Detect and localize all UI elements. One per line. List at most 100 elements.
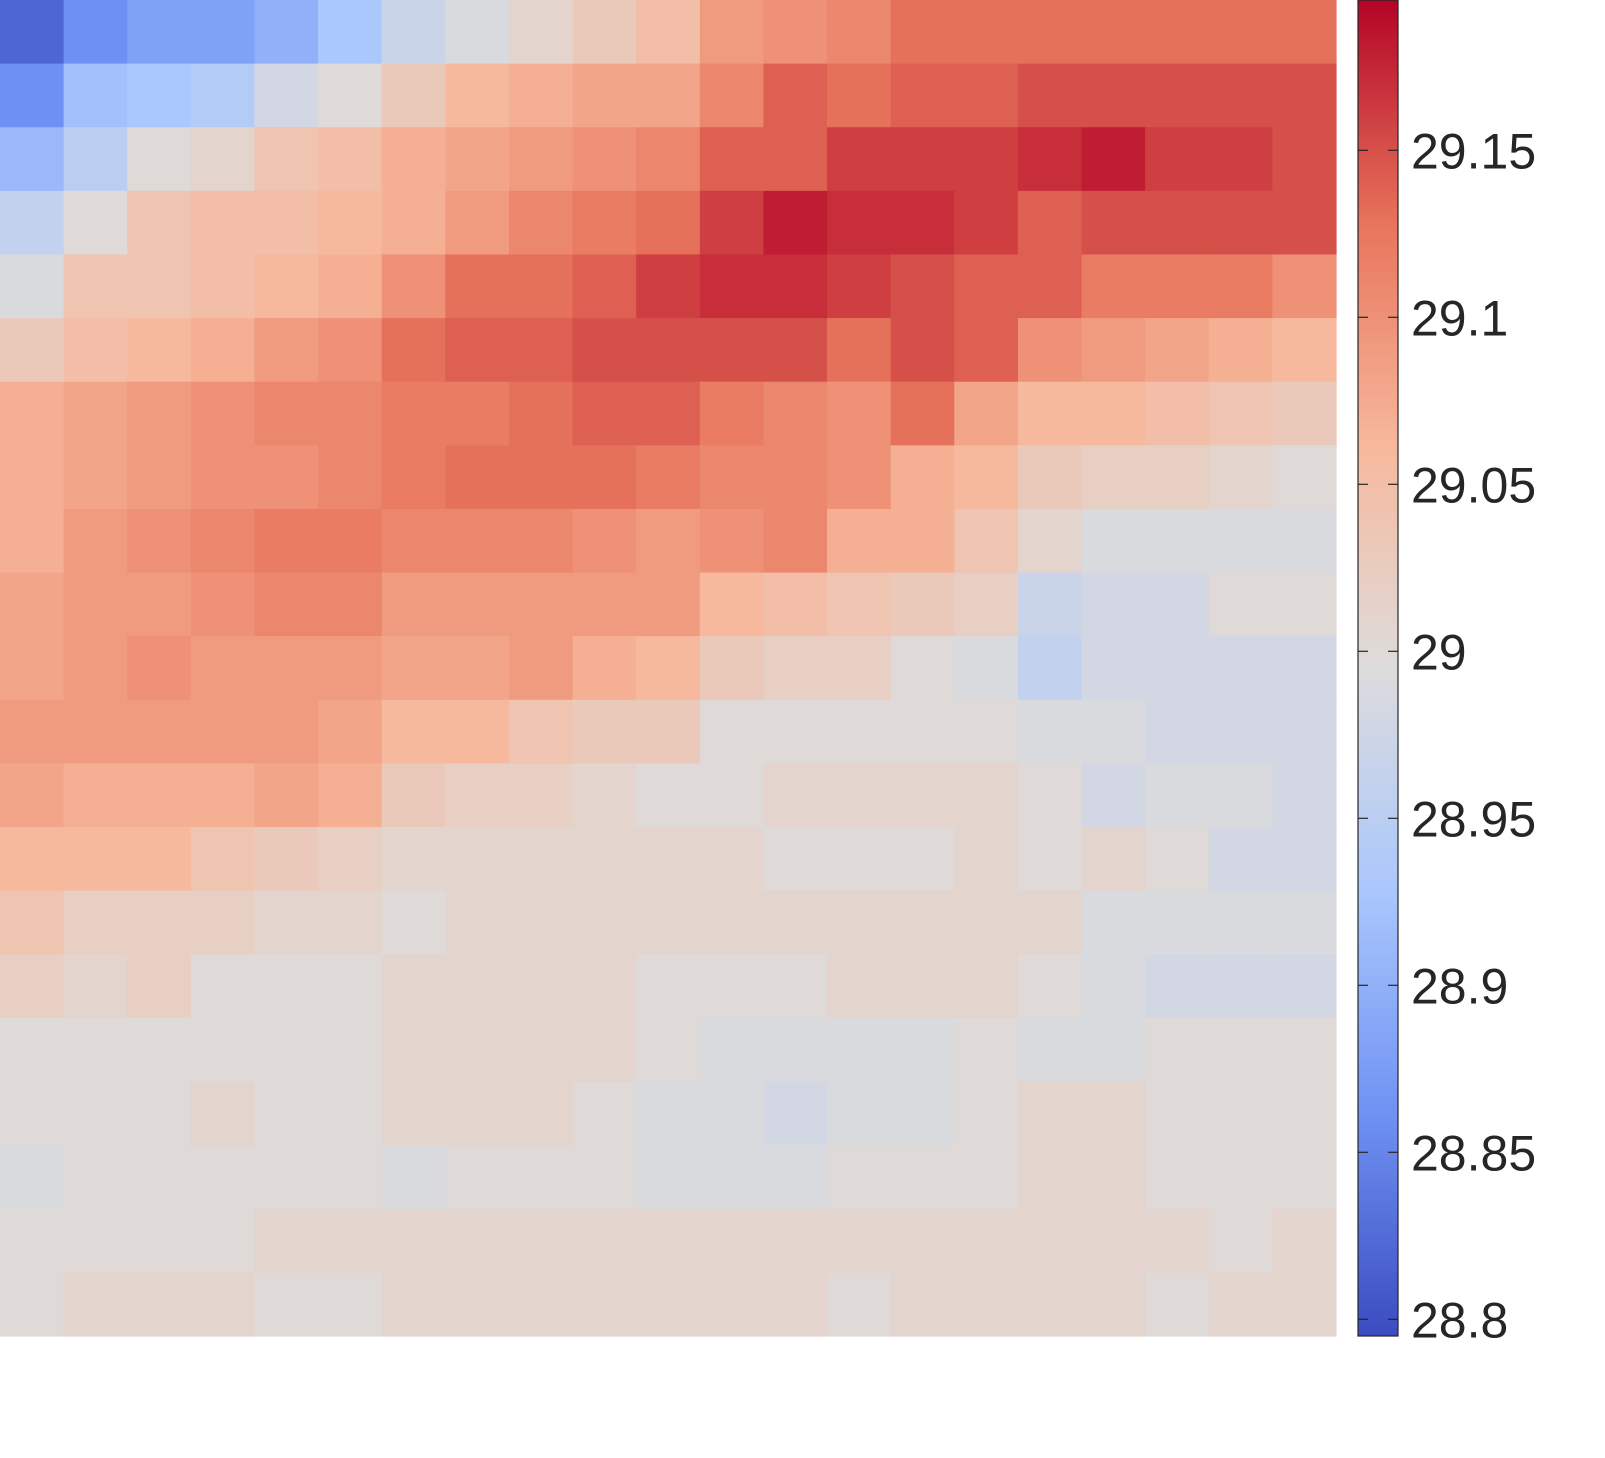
heatmap-cell: [1208, 254, 1273, 319]
heatmap-cell: [1017, 508, 1083, 574]
heatmap-cell: [63, 890, 128, 955]
heatmap-cell: [1081, 508, 1146, 574]
heatmap-cell: [827, 508, 892, 574]
heatmap-cell: [699, 1081, 765, 1146]
heatmap-cell: [190, 318, 256, 383]
heatmap-cell: [508, 890, 574, 955]
heatmap-cell: [381, 636, 446, 701]
heatmap-cell: [508, 1081, 574, 1146]
heatmap-cell: [699, 127, 765, 192]
heatmap-cell: [190, 1081, 256, 1146]
heatmap-cell: [890, 445, 955, 510]
heatmap-cell: [1145, 636, 1210, 701]
heatmap-cell: [1017, 1208, 1083, 1273]
heatmap-cell: [381, 1081, 446, 1146]
heatmap-cell: [318, 1017, 383, 1083]
heatmap-cell: [1208, 0, 1273, 65]
heatmap-cell: [763, 445, 828, 510]
heatmap-cell: [381, 508, 446, 574]
heatmap-cell: [0, 1208, 65, 1273]
heatmap-cell: [0, 1017, 65, 1083]
colorbar-tick-label: 28.85: [1411, 1125, 1536, 1181]
heatmap-cell: [1081, 190, 1146, 256]
heatmap-cell: [572, 763, 637, 828]
heatmap-cell: [1081, 0, 1146, 65]
heatmap-cell: [954, 572, 1019, 637]
heatmap-cell: [636, 381, 701, 446]
heatmap-cell: [127, 1081, 192, 1146]
heatmap-cell: [63, 954, 128, 1019]
heatmap-cell: [572, 127, 637, 192]
heatmap-cell: [572, 890, 637, 955]
heatmap-cell: [63, 190, 128, 256]
heatmap-cell: [954, 254, 1019, 319]
heatmap-cell: [636, 254, 701, 319]
heatmap-cell: [572, 254, 637, 319]
heatmap-cell: [508, 827, 574, 892]
heatmap-cell: [1017, 636, 1083, 701]
heatmap-cell: [381, 1017, 446, 1083]
heatmap-cell: [699, 572, 765, 637]
heatmap-cell: [890, 636, 955, 701]
heatmap-cell: [572, 190, 637, 256]
heatmap-cell: [318, 954, 383, 1019]
heatmap-cell: [0, 445, 65, 510]
heatmap-cell: [127, 445, 192, 510]
heatmap-cell: [1145, 127, 1210, 192]
heatmap-cell: [763, 1017, 828, 1083]
heatmap-cell: [254, 827, 319, 892]
heatmap-cell: [381, 763, 446, 828]
heatmap-cell: [1145, 190, 1210, 256]
heatmap-cell: [954, 699, 1019, 765]
heatmap-cell: [1272, 1145, 1337, 1210]
heatmap-cell: [190, 127, 256, 192]
heatmap-cell: [763, 954, 828, 1019]
heatmap-cell: [1208, 1272, 1273, 1337]
heatmap-cell: [890, 572, 955, 637]
heatmap-cell: [381, 1208, 446, 1273]
colorbar-frame: [1357, 0, 1399, 1337]
heatmap-cell: [572, 572, 637, 637]
heatmap-cell: [699, 381, 765, 446]
heatmap-cell: [508, 954, 574, 1019]
heatmap-cell: [890, 381, 955, 446]
heatmap-cell: [827, 127, 892, 192]
heatmap-cell: [445, 572, 510, 637]
heatmap-cell: [699, 827, 765, 892]
heatmap-cell: [381, 127, 446, 192]
heatmap-cell: [954, 1017, 1019, 1083]
heatmap-cell: [827, 63, 892, 128]
heatmap-cell: [636, 508, 701, 574]
heatmap-cell: [254, 699, 319, 765]
heatmap-cell: [1272, 0, 1337, 65]
heatmap-cell: [0, 1272, 65, 1337]
heatmap-cell: [508, 1017, 574, 1083]
heatmap-cell: [190, 63, 256, 128]
heatmap-cell: [445, 63, 510, 128]
heatmap-cell: [954, 1081, 1019, 1146]
heatmap-cell: [1017, 1017, 1083, 1083]
heatmap-cell: [254, 254, 319, 319]
heatmap-cell: [699, 763, 765, 828]
heatmap-cell: [318, 699, 383, 765]
heatmap-cell: [827, 1017, 892, 1083]
heatmap-cell: [254, 1208, 319, 1273]
heatmap-cell: [1208, 1145, 1273, 1210]
heatmap-cell: [1272, 63, 1337, 128]
heatmap-cell: [1272, 381, 1337, 446]
heatmap-cell: [1145, 445, 1210, 510]
heatmap-cell: [699, 63, 765, 128]
heatmap-cell: [1081, 890, 1146, 955]
heatmap-cell: [1017, 190, 1083, 256]
heatmap-cell: [954, 1208, 1019, 1273]
heatmap-cell: [318, 1081, 383, 1146]
heatmap-cell: [1208, 318, 1273, 383]
heatmap-cell: [636, 1145, 701, 1210]
heatmap-cell: [827, 1272, 892, 1337]
heatmap-cell: [1208, 636, 1273, 701]
heatmap-cell: [763, 763, 828, 828]
heatmap-cell: [63, 1272, 128, 1337]
heatmap-cell: [1208, 508, 1273, 574]
heatmap-cell: [1081, 699, 1146, 765]
